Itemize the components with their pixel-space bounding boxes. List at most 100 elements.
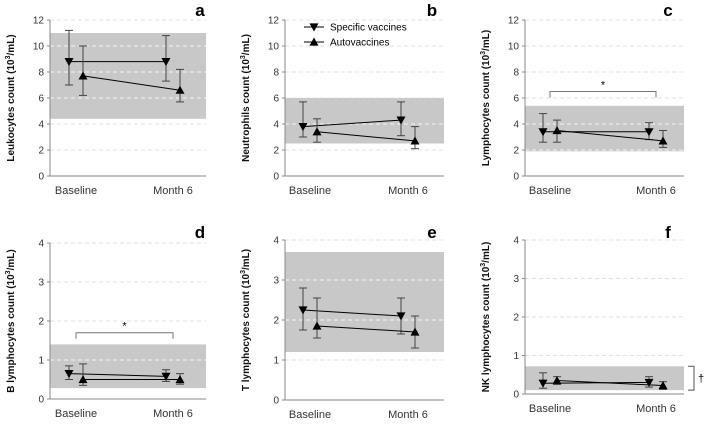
y-tick-label: 0 <box>38 172 44 183</box>
y-tick-label: 6 <box>513 94 519 105</box>
series-line <box>316 131 416 142</box>
legend-label: Specific vaccines <box>330 23 407 34</box>
y-axis-label: B lymphocytes count (103/mL) <box>5 249 17 392</box>
series-line <box>302 309 402 317</box>
data-point <box>161 58 171 67</box>
significance-bracket <box>75 332 174 339</box>
y-tick-label: 1 <box>38 356 44 367</box>
data-point <box>78 375 88 384</box>
x-tick-label: Month 6 <box>636 403 676 415</box>
y-tick-label: 1 <box>513 351 519 362</box>
y-tick-label: 0 <box>38 395 44 406</box>
data-point <box>161 372 171 381</box>
data-point <box>644 378 654 387</box>
y-tick-label: 6 <box>273 94 279 105</box>
series-line <box>82 75 181 91</box>
data-point <box>658 136 668 145</box>
panel-letter: d <box>195 223 205 242</box>
series-line <box>316 325 416 333</box>
data-point <box>538 128 548 137</box>
y-tick-label: 0 <box>513 390 519 401</box>
y-tick-label: 0 <box>273 172 279 183</box>
y-tick-label: 6 <box>38 94 44 105</box>
series-line <box>302 119 402 128</box>
x-tick-label: Baseline <box>289 409 331 421</box>
x-tick-label: Baseline <box>55 408 97 420</box>
y-tick-label: 0 <box>513 172 519 183</box>
data-point <box>552 376 562 385</box>
panel-f: 0 1 2 3 4 Baseline Month 6 NK lymphocytes count… <box>480 223 704 415</box>
x-tick-label: Month 6 <box>388 185 428 197</box>
legend-label: Autovaccines <box>330 38 389 49</box>
y-axis-label: NK lymphocytes count (103/mL) <box>480 242 492 393</box>
y-tick-label: 2 <box>273 146 279 157</box>
x-tick-label: Baseline <box>529 185 571 197</box>
y-axis-label: Neutrophils count (103/mL) <box>240 34 252 162</box>
y-tick-label: 8 <box>513 68 519 79</box>
y-tick-label: 3 <box>513 274 519 285</box>
series-line <box>556 130 664 142</box>
side-note: † <box>698 373 704 385</box>
data-point <box>396 116 406 125</box>
panel-letter: f <box>665 223 671 242</box>
data-point <box>78 71 88 80</box>
panel-letter: c <box>663 1 672 20</box>
data-point <box>175 85 185 94</box>
y-tick-label: 2 <box>513 313 519 324</box>
y-tick-label: 2 <box>38 317 44 328</box>
x-tick-label: Month 6 <box>388 409 428 421</box>
y-axis-label: Leukocytes count (103/mL) <box>5 34 17 161</box>
y-tick-label: 0 <box>273 396 279 407</box>
y-tick-label: 3 <box>38 278 44 289</box>
panel-letter: b <box>427 1 437 20</box>
y-tick-label: 1 <box>273 356 279 367</box>
y-tick-label: 4 <box>273 236 279 247</box>
data-point <box>64 370 74 379</box>
reference-range-band <box>285 252 444 352</box>
y-tick-label: 10 <box>268 42 280 53</box>
x-tick-label: Month 6 <box>153 408 193 420</box>
panel-e: 0 1 2 3 4 Baseline Month 6 T lymphocytes count … <box>240 223 444 421</box>
data-point <box>64 58 74 67</box>
x-tick-label: Baseline <box>289 185 331 197</box>
y-axis-label: T lymphocytes count (103/mL) <box>240 249 252 391</box>
y-axis-label: Lymphocytes count (103/mL) <box>480 30 492 166</box>
x-tick-label: Baseline <box>55 185 97 197</box>
legend: Specific vaccines Autovaccines <box>304 23 407 49</box>
reference-range-band <box>525 105 684 152</box>
x-tick-label: Month 6 <box>636 185 676 197</box>
series-line <box>556 380 664 387</box>
data-point <box>175 375 185 384</box>
y-tick-label: 12 <box>268 16 280 27</box>
panel-c: 0 2 4 6 8 10 12 Baseline Month 6 Lymphocytes coun… <box>480 1 684 197</box>
data-point <box>658 381 668 390</box>
panel-a: 0 2 4 6 8 10 12 Baseline Month 6 Leukocytes count… <box>5 1 206 197</box>
significance-label: * <box>122 321 127 333</box>
y-tick-label: 12 <box>33 16 45 27</box>
data-point <box>410 327 420 336</box>
x-tick-label: Baseline <box>529 403 571 415</box>
y-tick-label: 10 <box>33 42 45 53</box>
y-tick-label: 8 <box>273 68 279 79</box>
data-point <box>396 312 406 321</box>
data-point <box>410 136 420 145</box>
y-tick-label: 4 <box>513 120 519 131</box>
x-tick-label: Month 6 <box>153 185 193 197</box>
data-point <box>552 126 562 135</box>
data-point <box>644 128 654 137</box>
y-tick-label: 12 <box>508 16 520 27</box>
significance-label: * <box>601 80 606 92</box>
panel-letter: a <box>195 1 205 20</box>
panel-b: 0 2 4 6 8 10 12 Baseline Month 6 Neutrophils coun… <box>240 1 444 197</box>
data-point <box>298 123 308 132</box>
panel-d: 0 1 2 3 4 Baseline Month 6 B lymphocytes count … <box>5 223 206 420</box>
y-tick-label: 10 <box>508 42 520 53</box>
y-tick-label: 2 <box>513 146 519 157</box>
legend-marker <box>309 37 319 46</box>
y-tick-label: 4 <box>273 120 279 131</box>
reference-bracket <box>688 365 695 391</box>
data-point <box>312 321 322 330</box>
y-tick-label: 8 <box>38 68 44 79</box>
legend-marker <box>309 23 319 32</box>
y-tick-label: 4 <box>513 236 519 247</box>
